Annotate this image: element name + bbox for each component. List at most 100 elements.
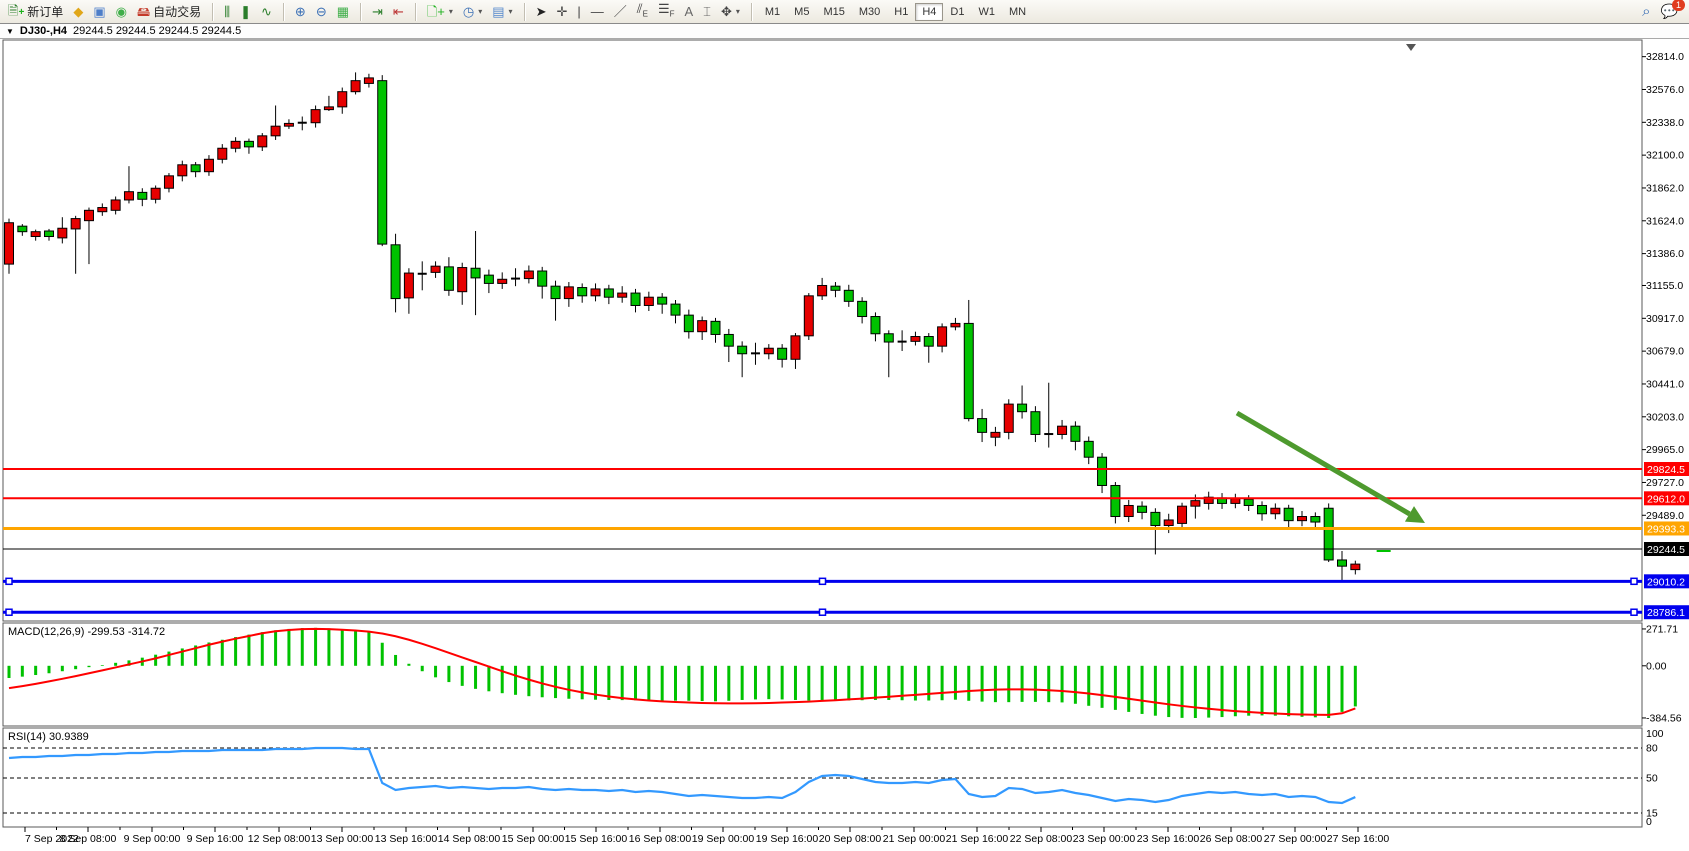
chart-shift-marker[interactable]	[1406, 44, 1416, 51]
timeframe-mn[interactable]: MN	[1008, 5, 1027, 18]
timeframe-m15[interactable]: M15	[823, 5, 845, 18]
candle-up	[563, 286, 574, 300]
candle-up	[937, 326, 948, 347]
line-handle[interactable]	[1630, 608, 1638, 616]
vertical-line-button[interactable]: |	[572, 3, 585, 20]
time-axis-label: 14 Sep 08:00	[438, 833, 501, 845]
time-axis-label: 16 Sep 08:00	[629, 833, 692, 845]
line-handle[interactable]	[818, 577, 827, 586]
candle-down	[923, 336, 934, 347]
candle-up	[1123, 504, 1134, 518]
trend-arrow-line[interactable]	[1235, 410, 1411, 517]
price-axis-label: 30679.0	[1646, 346, 1684, 358]
candle-up	[950, 322, 961, 328]
crayon-button[interactable]: ◆	[68, 3, 88, 20]
indicators-icon: 🗋+	[426, 4, 445, 19]
candle-up	[323, 106, 334, 111]
toolbar-separator	[523, 2, 525, 21]
candle-down	[443, 266, 454, 291]
channel-button[interactable]: ⫽E	[632, 0, 653, 23]
fibonacci-icon: ☰F	[657, 1, 675, 19]
price-axis-label: 30203.0	[1646, 411, 1684, 423]
candle-down	[977, 418, 988, 433]
time-axis-label: 13 Sep 00:00	[311, 833, 374, 845]
timeframe-w1[interactable]: W1	[978, 5, 995, 18]
price-axis-label: 31386.0	[1646, 248, 1684, 260]
signal-button[interactable]: ◉	[111, 3, 132, 20]
periods-button[interactable]: ◷	[458, 3, 487, 20]
auto-scroll-button[interactable]: ⇥	[367, 3, 388, 20]
line-handle[interactable]	[818, 608, 827, 616]
candle-down	[710, 320, 721, 335]
time-axis-label: 27 Sep 16:00	[1327, 833, 1390, 845]
zoom-out-button[interactable]: ⊖	[311, 3, 332, 20]
candle-up	[337, 91, 348, 108]
rsi-axis-label: 80	[1646, 743, 1658, 755]
new-order-button[interactable]: 🗎+ 新订单	[3, 1, 68, 22]
macd-axis-label: 0.00	[1646, 660, 1667, 672]
candle-up	[110, 199, 121, 211]
toolbar-separator	[212, 2, 214, 21]
rsi-axis-label: 15	[1646, 808, 1658, 820]
rsi-axis-label: 100	[1646, 728, 1664, 740]
candle-down	[1337, 559, 1347, 567]
trend-arrow-head[interactable]	[1404, 506, 1425, 523]
chart-canvas[interactable]: 32814.0 32576.0 32338.0 32100.0 31862.0 31624…	[0, 39, 1689, 851]
autotrade-button[interactable]: 🖴 自动交易	[132, 1, 206, 22]
new-order-icon: 🗎+	[8, 3, 25, 18]
templates-icon: ▤	[492, 4, 505, 19]
trendline-button[interactable]: ／	[609, 3, 632, 20]
arrows-button[interactable]: ✥	[716, 3, 745, 20]
line-handle[interactable]	[1630, 577, 1638, 586]
toolbar-separator	[282, 2, 284, 21]
zoom-in-button[interactable]: ⊕	[290, 3, 311, 20]
crosshair-button[interactable]: ✛	[551, 3, 572, 20]
candle-up	[403, 272, 414, 299]
candle-down	[537, 270, 548, 287]
candle-down	[870, 316, 881, 335]
timeframe-h4[interactable]: H4	[915, 2, 944, 21]
timeframe-m5[interactable]: M5	[794, 5, 810, 18]
line-chart-button[interactable]: ∿	[256, 3, 277, 20]
line-handle[interactable]	[5, 577, 13, 586]
tile-windows-button[interactable]: ▦	[332, 3, 354, 20]
templates-button[interactable]: ▤	[487, 3, 517, 20]
new-order-label: 新订单	[27, 5, 64, 19]
candle-up	[643, 296, 654, 306]
candle-up	[1057, 425, 1068, 435]
bar-chart-button[interactable]: ⫼	[219, 3, 235, 20]
candle-up	[1270, 507, 1281, 515]
chart-dropdown-icon[interactable]: ▼	[6, 26, 14, 36]
search-button[interactable]: ⌕	[1637, 3, 1655, 20]
timeframe-m1[interactable]: M1	[764, 5, 781, 18]
text-label-button[interactable]: ⌶	[698, 3, 716, 20]
indicators-button[interactable]: 🗋+	[422, 3, 458, 20]
timeframe-h1[interactable]: H1	[894, 5, 909, 18]
macd-axis-label: 271.71	[1646, 623, 1678, 635]
price-axis-label: 31155.0	[1646, 280, 1683, 292]
horizontal-line-button[interactable]: —	[586, 3, 609, 20]
bar-chart-icon: ⫼	[224, 4, 231, 19]
terminal-button[interactable]: ▣	[88, 3, 110, 20]
price-label-box	[1644, 521, 1689, 536]
candle-up	[457, 267, 468, 293]
candlestick-button[interactable]: ❚	[235, 3, 256, 20]
fibonacci-button[interactable]: ☰F	[653, 0, 680, 23]
timeframe-m30[interactable]: M30	[858, 5, 881, 18]
timeframe-group: M1 M5 M15 M30 H1 H4 D1 W1 MN	[755, 1, 1036, 23]
toolbar-separator	[750, 2, 752, 21]
price-label-box	[1644, 462, 1689, 476]
text-button[interactable]: A	[679, 3, 698, 20]
text-label-icon: ⌶	[703, 4, 711, 19]
notifications-button[interactable]: 💬 1	[1656, 0, 1685, 22]
line-handle[interactable]	[5, 608, 13, 616]
cursor-button[interactable]: ➤	[531, 3, 552, 20]
zoom-in-icon: ⊕	[294, 4, 306, 19]
chart-shift-icon: ⇤	[392, 4, 404, 19]
timeframe-d1[interactable]: D1	[950, 5, 965, 18]
time-axis-label: 7 Sep 2022	[25, 833, 79, 845]
chart-shift-button[interactable]: ⇤	[388, 3, 409, 20]
candle-down	[1323, 507, 1334, 561]
candle-down	[483, 274, 494, 284]
